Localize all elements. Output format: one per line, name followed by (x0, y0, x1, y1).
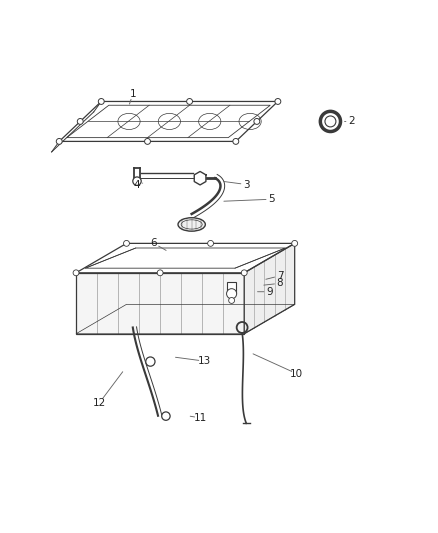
Circle shape (133, 177, 141, 185)
Circle shape (77, 118, 83, 124)
Circle shape (98, 99, 104, 104)
Circle shape (229, 297, 235, 303)
Circle shape (157, 270, 163, 276)
Circle shape (325, 116, 336, 127)
Circle shape (292, 240, 298, 246)
Text: 8: 8 (277, 278, 283, 288)
Polygon shape (244, 244, 295, 334)
Circle shape (233, 139, 239, 144)
Text: 5: 5 (268, 194, 275, 204)
Circle shape (162, 412, 170, 421)
Circle shape (73, 270, 79, 276)
Circle shape (124, 240, 130, 246)
Circle shape (145, 139, 151, 144)
Text: 13: 13 (198, 356, 211, 366)
Circle shape (187, 99, 193, 104)
Text: 9: 9 (266, 287, 273, 297)
Circle shape (241, 270, 247, 276)
Circle shape (56, 139, 62, 144)
Text: 11: 11 (194, 413, 207, 423)
Circle shape (275, 99, 281, 104)
Text: 7: 7 (277, 271, 283, 281)
Ellipse shape (178, 217, 205, 231)
Circle shape (254, 118, 260, 124)
Text: 3: 3 (243, 180, 250, 190)
Polygon shape (76, 273, 244, 334)
Text: 2: 2 (348, 116, 355, 126)
Text: 10: 10 (290, 369, 304, 379)
Circle shape (226, 289, 237, 299)
Text: 6: 6 (151, 238, 157, 248)
FancyBboxPatch shape (227, 282, 236, 293)
Circle shape (208, 240, 214, 246)
Text: 1: 1 (130, 89, 136, 99)
Text: 4: 4 (134, 180, 140, 190)
Text: 12: 12 (92, 398, 106, 408)
Circle shape (146, 357, 155, 366)
